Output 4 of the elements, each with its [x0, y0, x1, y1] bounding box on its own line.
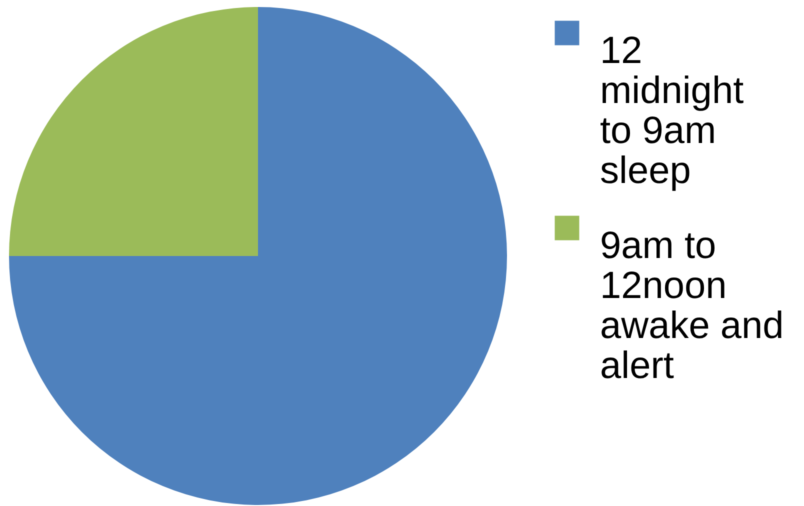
legend-label: 12 midnight to 9am sleep [600, 30, 744, 192]
pie-slice [9, 7, 507, 505]
pie-slice [9, 7, 258, 256]
legend-label: 9am to 12noon awake and alert [600, 225, 784, 387]
